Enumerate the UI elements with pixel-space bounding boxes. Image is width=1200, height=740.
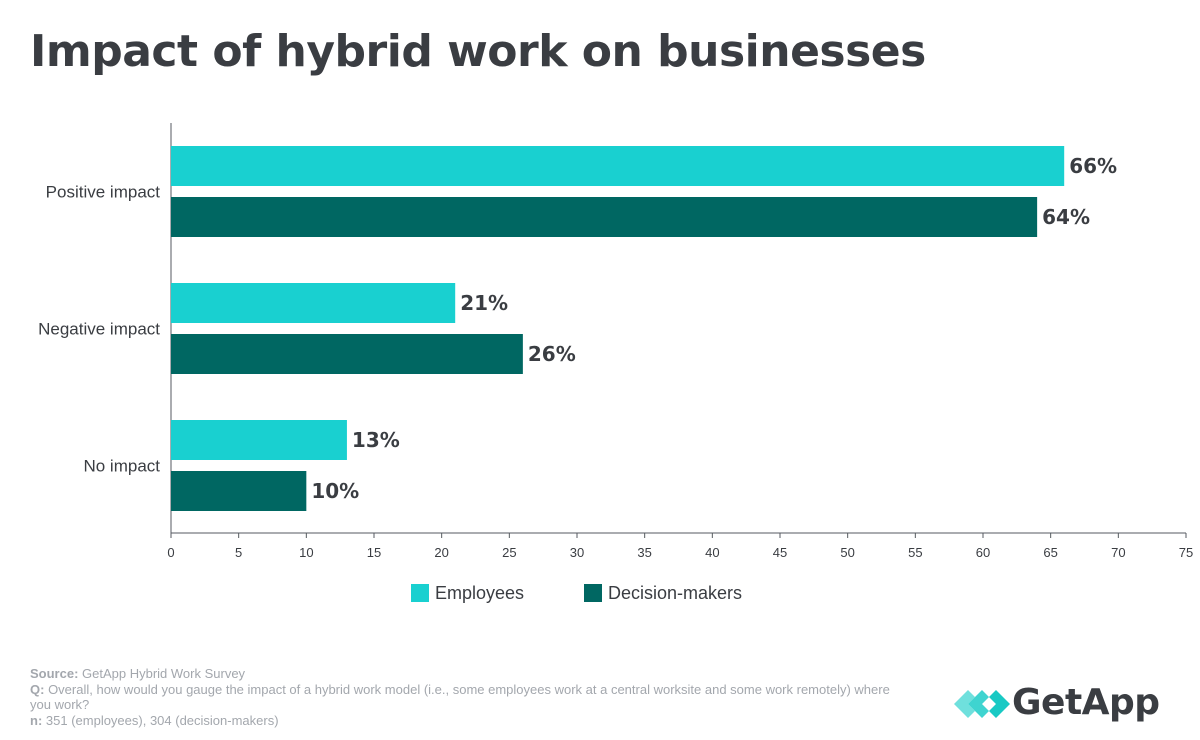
source-label: Source:: [30, 666, 79, 681]
source-note: Source: GetApp Hybrid Work Survey: [30, 666, 910, 682]
x-tick-label: 45: [773, 545, 787, 560]
x-tick-label: 40: [705, 545, 719, 560]
x-tick-label: 65: [1043, 545, 1057, 560]
bar: [171, 197, 1038, 237]
category-label: Positive impact: [46, 183, 161, 202]
bar: [171, 420, 347, 460]
x-tick-label: 25: [502, 545, 516, 560]
data-label: 21%: [460, 291, 508, 315]
x-tick-label: 15: [367, 545, 381, 560]
x-tick-label: 75: [1179, 545, 1193, 560]
bar: [171, 146, 1065, 186]
data-label: 64%: [1042, 205, 1090, 229]
x-tick-label: 30: [570, 545, 584, 560]
x-tick-label: 60: [976, 545, 990, 560]
getapp-logo: GetApp: [954, 682, 1164, 728]
question-label: Q:: [30, 681, 45, 697]
data-label: 26%: [528, 342, 576, 366]
x-tick-label: 0: [167, 545, 174, 560]
legend-swatch: [584, 584, 602, 602]
x-tick-label: 10: [299, 545, 313, 560]
question-text: Overall, how would you gauge the impact …: [30, 681, 890, 713]
data-label: 13%: [352, 428, 400, 452]
sample-size-text: 351 (employees), 304 (decision-makers): [42, 712, 279, 728]
chart-footer: Source: GetApp Hybrid Work Survey Q: Ove…: [30, 666, 910, 728]
chart-title: Impact of hybrid work on businesses: [30, 26, 926, 77]
bar: [171, 471, 307, 511]
bar-chart: 0 5 10 15 20 25 30 35 40 45 50 55 60 65 70 75 66% 64% Posi…: [38, 123, 1193, 603]
x-tick-label: 35: [637, 545, 651, 560]
x-tick-label: 20: [434, 545, 448, 560]
source-text: GetApp Hybrid Work Survey: [78, 666, 246, 681]
sample-size-label: n:: [30, 712, 43, 728]
x-tick-label: 50: [840, 545, 854, 560]
legend-label: Employees: [435, 583, 524, 603]
category-label: No impact: [83, 457, 160, 476]
getapp-chevrons-icon: [954, 690, 1010, 718]
getapp-logo-text: GetApp: [1012, 682, 1160, 723]
question-note: Q: Overall, how would you gauge the impa…: [30, 682, 910, 713]
x-tick-label: 5: [235, 545, 242, 560]
category-label: Negative impact: [38, 320, 160, 339]
data-label: 66%: [1069, 154, 1117, 178]
data-label: 10%: [311, 479, 359, 503]
x-tick-label: 70: [1111, 545, 1125, 560]
bar: [171, 334, 523, 374]
x-tick-label: 55: [908, 545, 922, 560]
legend-swatch: [411, 584, 429, 602]
sample-size-note: n: 351 (employees), 304 (decision-makers…: [30, 713, 910, 729]
legend-label: Decision-makers: [608, 583, 742, 603]
bar: [171, 283, 456, 323]
